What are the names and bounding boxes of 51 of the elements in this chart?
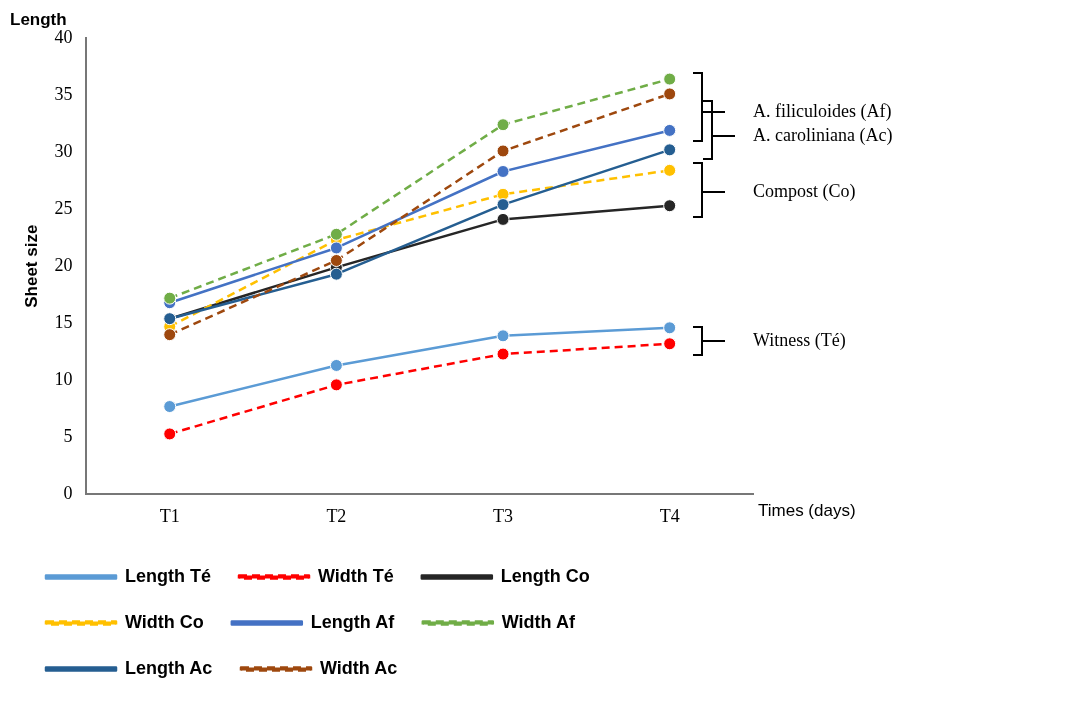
- point: [163, 328, 177, 342]
- annotation: Witness (Té): [753, 329, 846, 351]
- y-axis-title: Sheet size: [21, 224, 41, 308]
- annotation: A. caroliniana (Ac): [753, 124, 893, 146]
- point: [163, 400, 177, 414]
- point: [663, 123, 677, 137]
- x-tick-label: T1: [159, 505, 180, 526]
- legend-label: Width Af: [501, 611, 576, 632]
- legend-label: Width Ac: [320, 657, 398, 678]
- legend-label: Width Té: [317, 565, 394, 586]
- point: [329, 267, 343, 281]
- y-tick-label: 0: [63, 483, 73, 504]
- point: [163, 291, 177, 305]
- y-tick-label: 35: [54, 83, 73, 104]
- annotation: Compost (Co): [753, 180, 856, 202]
- point: [663, 199, 677, 213]
- point: [663, 87, 677, 101]
- y-tick-label: 25: [54, 197, 73, 218]
- legend-label: Length Té: [125, 565, 211, 586]
- y-tick-label: 20: [54, 254, 73, 275]
- x-tick-label: T3: [493, 505, 514, 526]
- point: [496, 212, 510, 226]
- point: [663, 337, 677, 351]
- y-tick-label: 5: [63, 426, 73, 447]
- point: [329, 378, 343, 392]
- legend-label: Length Co: [500, 565, 590, 586]
- annotation: A. filiculoides (Af): [753, 100, 892, 122]
- point: [663, 163, 677, 177]
- point: [329, 254, 343, 267]
- point: [663, 321, 677, 335]
- point: [163, 427, 177, 441]
- y-tick-label: 15: [54, 311, 73, 332]
- legend-label: Width Co: [125, 611, 204, 632]
- point: [496, 347, 510, 361]
- x-axis-title: Times (days): [758, 500, 856, 520]
- point: [329, 358, 343, 372]
- point: [496, 144, 510, 158]
- point: [496, 118, 510, 132]
- point: [496, 165, 510, 178]
- x-tick-label: T2: [326, 505, 347, 526]
- point: [496, 198, 510, 212]
- point: [329, 227, 343, 241]
- y-tick-label: 30: [54, 140, 73, 161]
- point: [329, 241, 343, 255]
- point: [663, 143, 677, 157]
- point: [663, 72, 677, 86]
- x-tick-label: T4: [659, 505, 680, 526]
- legend-label: Length Ac: [125, 657, 213, 678]
- point: [496, 329, 510, 343]
- legend-label: Length Af: [310, 611, 396, 632]
- y-tick-label: 10: [54, 369, 73, 390]
